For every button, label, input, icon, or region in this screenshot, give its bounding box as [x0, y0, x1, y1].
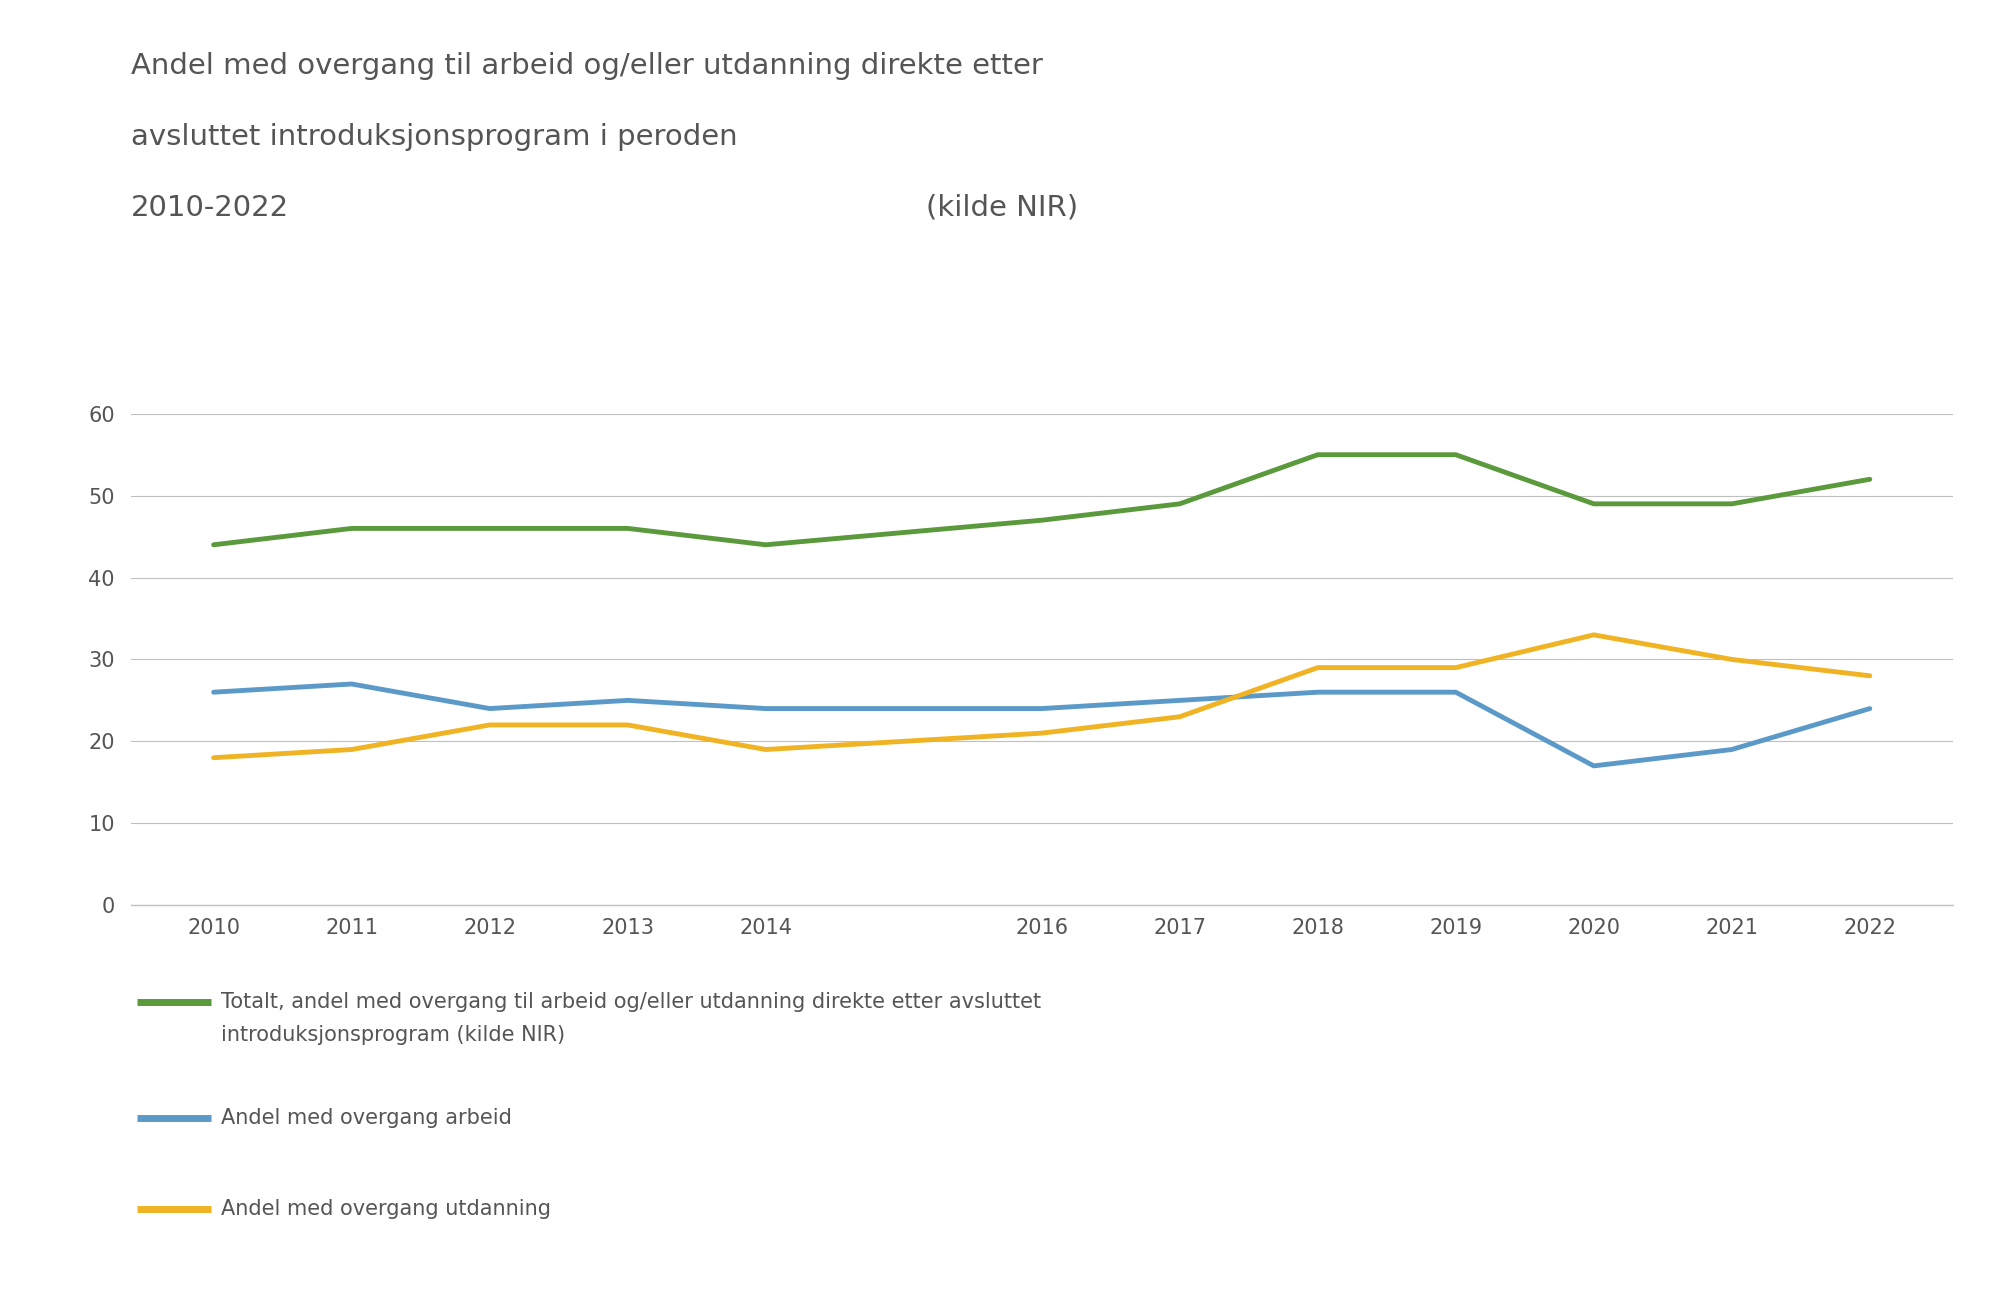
- Text: Andel med overgang utdanning: Andel med overgang utdanning: [221, 1199, 552, 1219]
- Text: Totalt, andel med overgang til arbeid og/eller utdanning direkte etter avsluttet: Totalt, andel med overgang til arbeid og…: [221, 992, 1041, 1011]
- Text: introduksjonsprogram (kilde NIR): introduksjonsprogram (kilde NIR): [221, 1025, 566, 1045]
- Text: Andel med overgang arbeid: Andel med overgang arbeid: [221, 1108, 511, 1129]
- Text: avsluttet introduksjonsprogram i peroden: avsluttet introduksjonsprogram i peroden: [131, 123, 737, 151]
- Text: 2010-2022: 2010-2022: [131, 194, 290, 222]
- Text: Andel med overgang til arbeid og/eller utdanning direkte etter: Andel med overgang til arbeid og/eller u…: [131, 52, 1043, 80]
- Text: (kilde NIR): (kilde NIR): [926, 194, 1079, 222]
